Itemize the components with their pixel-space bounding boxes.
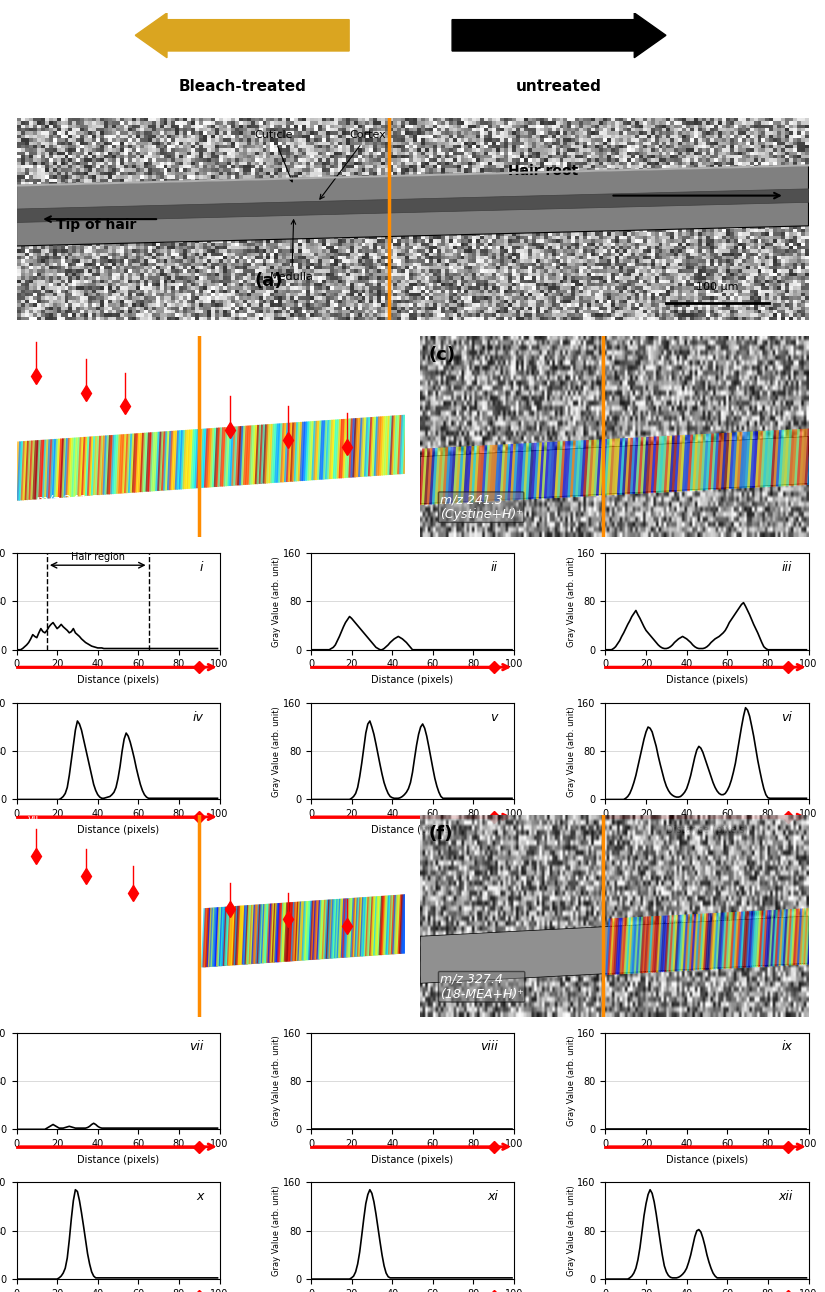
Text: (c): (c) — [428, 346, 455, 364]
X-axis label: Distance (pixels): Distance (pixels) — [77, 1155, 159, 1164]
X-axis label: Distance (pixels): Distance (pixels) — [371, 674, 454, 685]
Y-axis label: Gray Value (arb. unit): Gray Value (arb. unit) — [567, 705, 576, 797]
Text: iii: iii — [782, 561, 792, 574]
Text: vii: vii — [28, 814, 40, 824]
Text: viii: viii — [480, 1040, 497, 1053]
X-axis label: Distance (pixels): Distance (pixels) — [666, 824, 748, 835]
Text: Hair region: Hair region — [71, 553, 125, 562]
X-axis label: Distance (pixels): Distance (pixels) — [77, 674, 159, 685]
Text: vii: vii — [189, 1040, 203, 1053]
Text: Bleach-treated: Bleach-treated — [178, 79, 306, 93]
Text: (a): (a) — [254, 271, 283, 289]
FancyArrow shape — [135, 13, 349, 58]
X-axis label: Distance (pixels): Distance (pixels) — [371, 1155, 454, 1164]
Text: xi: xi — [280, 877, 289, 888]
Text: iv: iv — [192, 711, 203, 724]
Text: viii: viii — [78, 835, 92, 844]
Y-axis label: Gray Value (arb. unit): Gray Value (arb. unit) — [567, 556, 576, 647]
Polygon shape — [420, 437, 808, 504]
Y-axis label: Gray Value (arb. unit): Gray Value (arb. unit) — [272, 1036, 281, 1127]
Polygon shape — [16, 189, 808, 222]
Text: Medulla: Medulla — [270, 220, 314, 282]
X-axis label: Distance (pixels): Distance (pixels) — [666, 674, 748, 685]
Text: iv: iv — [224, 381, 234, 391]
Text: ii: ii — [491, 561, 497, 574]
Text: xi: xi — [487, 1190, 497, 1203]
Text: Cuticle: Cuticle — [254, 130, 293, 182]
Text: i: i — [200, 561, 203, 574]
Text: m/z 241.3
(Cystine+H)⁺: m/z 241.3 (Cystine+H)⁺ — [36, 494, 119, 521]
X-axis label: Distance (pixels): Distance (pixels) — [77, 824, 159, 835]
Text: m/z 327.4
(18-MEA+H)⁺: m/z 327.4 (18-MEA+H)⁺ — [440, 973, 524, 1001]
Text: untreated: untreated — [516, 79, 602, 93]
Text: Tip of hair: Tip of hair — [56, 218, 136, 233]
Polygon shape — [16, 165, 808, 245]
Text: i: i — [30, 328, 33, 337]
Y-axis label: Gray Value (arb. unit): Gray Value (arb. unit) — [567, 1036, 576, 1127]
FancyArrow shape — [452, 13, 666, 58]
Text: x: x — [196, 1190, 203, 1203]
Text: (f): (f) — [428, 826, 452, 844]
Text: m/z 327.4
(18-MEA+H)⁺: m/z 327.4 (18-MEA+H)⁺ — [36, 973, 120, 1001]
Text: xii: xii — [778, 1190, 792, 1203]
Text: v: v — [282, 391, 289, 402]
Text: iii: iii — [120, 358, 129, 368]
Y-axis label: Gray Value (arb. unit): Gray Value (arb. unit) — [567, 1185, 576, 1276]
Text: Hair root: Hair root — [507, 164, 578, 178]
X-axis label: Distance (pixels): Distance (pixels) — [666, 1155, 748, 1164]
Text: (e): (e) — [24, 826, 53, 844]
Text: ix: ix — [125, 851, 134, 860]
Text: 100 μm: 100 μm — [696, 282, 738, 292]
Text: ii: ii — [81, 345, 87, 354]
Text: Cortex: Cortex — [320, 130, 386, 199]
Text: (b): (b) — [24, 346, 54, 364]
Text: ix: ix — [781, 1040, 792, 1053]
Text: m/z 241.3
(Cystine+H)⁺: m/z 241.3 (Cystine+H)⁺ — [440, 494, 522, 521]
Polygon shape — [420, 916, 808, 983]
Text: xii: xii — [339, 885, 350, 894]
Y-axis label: Gray Value (arb. unit): Gray Value (arb. unit) — [272, 1185, 281, 1276]
Text: vi: vi — [341, 398, 351, 408]
X-axis label: Distance (pixels): Distance (pixels) — [371, 824, 454, 835]
Y-axis label: Gray Value (arb. unit): Gray Value (arb. unit) — [272, 556, 281, 647]
Text: v: v — [490, 711, 497, 724]
Text: x: x — [222, 868, 228, 877]
Y-axis label: Gray Value (arb. unit): Gray Value (arb. unit) — [272, 705, 281, 797]
Text: vi: vi — [781, 711, 792, 724]
